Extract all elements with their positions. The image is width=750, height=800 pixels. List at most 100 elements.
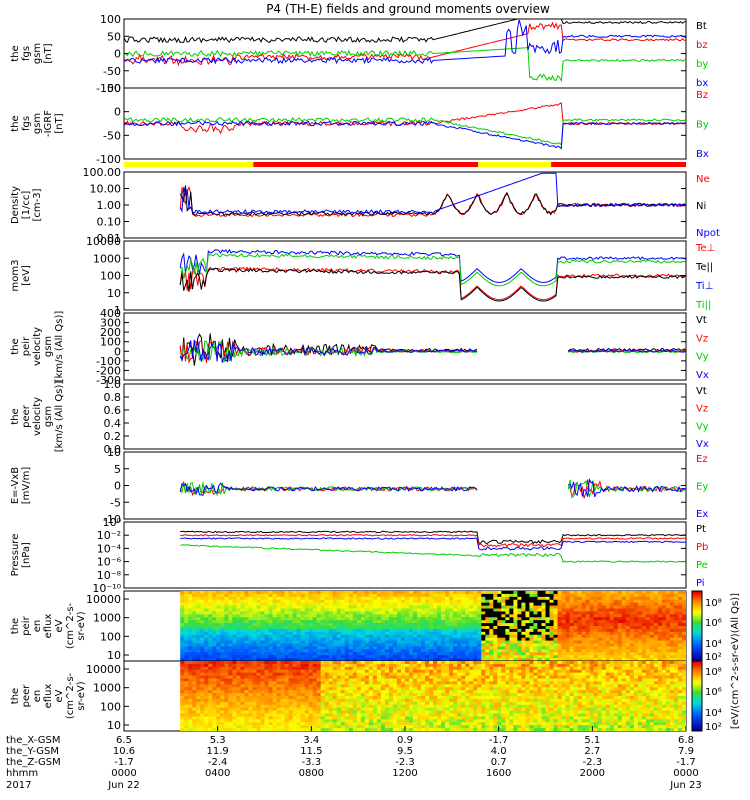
heatmap-cell xyxy=(348,707,354,712)
heatmap-cell xyxy=(324,696,330,700)
heatmap-cell xyxy=(388,666,394,671)
heatmap-cell xyxy=(449,716,454,720)
legend-ey: Ey xyxy=(696,482,708,493)
heatmap-cell xyxy=(517,591,523,595)
heatmap-cell xyxy=(461,646,466,650)
heatmap-cell xyxy=(304,614,310,618)
heatmap-cell xyxy=(505,591,510,595)
heatmap-cell xyxy=(288,713,294,718)
heatmap-cell xyxy=(188,623,193,627)
heatmap-cell xyxy=(320,693,326,697)
heatmap-cell xyxy=(477,626,482,630)
heatmap-cell xyxy=(192,663,197,668)
heatmap-cell xyxy=(220,605,225,610)
heatmap-cell xyxy=(505,611,510,615)
heatmap-cell xyxy=(405,698,410,703)
heatmap-cell xyxy=(405,593,410,598)
heatmap-cell xyxy=(589,623,595,627)
heatmap-cell xyxy=(252,687,258,691)
heatmap-cell xyxy=(513,649,518,653)
heatmap-cell xyxy=(405,666,410,671)
heatmap-cell xyxy=(284,716,290,720)
heatmap-cell xyxy=(276,634,282,639)
heatmap-cell xyxy=(192,617,197,621)
heatmap-cell xyxy=(264,652,270,656)
heatmap-cell xyxy=(376,698,382,703)
heatmap-cell xyxy=(208,614,213,618)
heatmap-cell xyxy=(276,707,282,712)
heatmap-cell xyxy=(252,675,258,680)
heatmap-cell xyxy=(240,599,246,604)
heatmap-cell xyxy=(657,620,663,624)
heatmap-cell xyxy=(200,640,205,645)
heatmap-cell xyxy=(192,655,197,659)
heatmap-cell xyxy=(457,628,462,633)
heatmap-cell xyxy=(256,707,262,712)
heatmap-cell xyxy=(641,649,647,653)
heatmap-cell xyxy=(344,663,350,668)
heatmap-cell xyxy=(409,663,414,668)
heatmap-cell xyxy=(605,634,611,639)
heatmap-cell xyxy=(240,614,246,618)
heatmap-cell xyxy=(304,713,310,718)
heatmap-cell xyxy=(236,669,242,674)
heatmap-cell xyxy=(212,728,217,731)
heatmap-cell xyxy=(617,652,623,656)
heatmap-cell xyxy=(260,611,266,615)
heatmap-cell xyxy=(593,599,599,604)
heatmap-cell xyxy=(296,678,302,683)
heatmap-cell xyxy=(288,698,294,703)
heatmap-cell xyxy=(204,675,209,680)
heatmap-cell xyxy=(288,661,294,665)
heatmap-cell xyxy=(513,611,518,615)
heatmap-cell xyxy=(581,652,587,656)
heatmap-cell xyxy=(417,617,422,621)
heatmap-cell xyxy=(621,605,627,610)
heatmap-cell xyxy=(541,620,547,624)
heatmap-cell xyxy=(521,593,527,598)
heatmap-cell xyxy=(240,655,246,659)
heatmap-cell xyxy=(525,649,531,653)
heatmap-cell xyxy=(312,611,318,615)
heatmap-cell xyxy=(276,620,282,624)
heatmap-cell xyxy=(501,628,506,633)
heatmap-cell xyxy=(449,608,454,613)
heatmap-cell xyxy=(312,672,318,677)
heatmap-cell xyxy=(392,713,398,718)
heatmap-cell xyxy=(180,602,185,607)
heatmap-cell xyxy=(336,693,342,697)
heatmap-cell xyxy=(336,675,342,680)
y-tick-label: 0.2 xyxy=(104,430,122,443)
heatmap-cell xyxy=(441,611,446,615)
heatmap-cell xyxy=(304,602,310,607)
heatmap-cell xyxy=(216,661,221,665)
heatmap-cell xyxy=(336,626,342,630)
heatmap-cell xyxy=(625,614,631,618)
heatmap-cell xyxy=(196,728,201,731)
heatmap-cell xyxy=(409,725,414,729)
heatmap-cell xyxy=(405,605,410,610)
heatmap-cell xyxy=(505,655,510,659)
heatmap-cell xyxy=(276,713,282,718)
heatmap-cell xyxy=(421,687,426,691)
heatmap-cell xyxy=(417,640,422,645)
heatmap-cell xyxy=(617,649,623,653)
heatmap-cell xyxy=(308,698,314,703)
heatmap-cell xyxy=(441,675,446,680)
heatmap-cell xyxy=(184,707,189,712)
heatmap-cell xyxy=(304,678,310,683)
heatmap-cell xyxy=(396,605,402,610)
heatmap-cell xyxy=(417,626,422,630)
heatmap-cell xyxy=(617,637,623,642)
heatmap-cell xyxy=(192,704,197,709)
heatmap-cell xyxy=(573,614,579,618)
heatmap-cell xyxy=(597,608,603,613)
heatmap-cell xyxy=(252,626,258,630)
heatmap-cell xyxy=(264,626,270,630)
heatmap-cell xyxy=(360,661,366,665)
heatmap-cell xyxy=(392,704,398,709)
heatmap-cell xyxy=(308,707,314,712)
heatmap-cell xyxy=(669,631,675,636)
heatmap-cell xyxy=(649,605,655,610)
